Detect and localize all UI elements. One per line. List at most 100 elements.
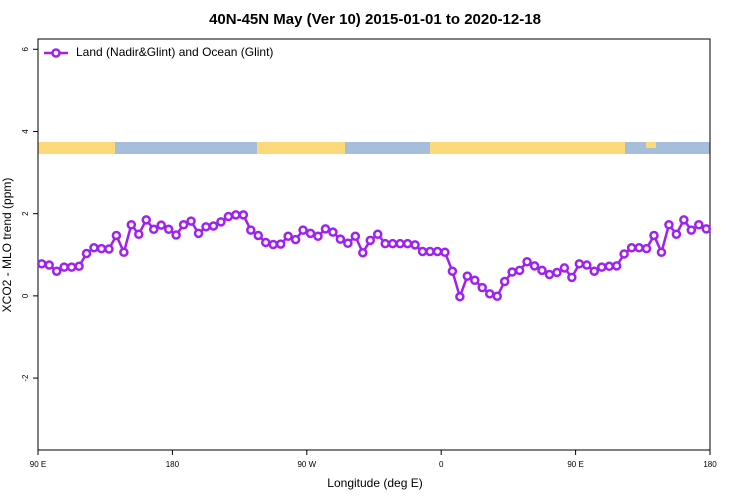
data-point xyxy=(268,239,278,250)
data-point xyxy=(156,220,166,230)
data-point xyxy=(664,220,674,230)
y-tick-label: -2 xyxy=(21,374,30,382)
y-tick-label: 6 xyxy=(21,47,30,52)
data-point xyxy=(372,229,383,239)
data-point xyxy=(634,243,644,253)
data-point xyxy=(298,225,308,235)
data-point xyxy=(626,243,637,253)
data-point xyxy=(567,272,577,283)
data-point xyxy=(582,260,592,270)
land-ocean-strip xyxy=(38,142,710,154)
data-point xyxy=(51,266,62,276)
data-point xyxy=(74,261,84,272)
data-point xyxy=(126,220,137,230)
data-point xyxy=(208,221,219,231)
data-point xyxy=(216,217,226,227)
data-point xyxy=(111,230,122,241)
data-point xyxy=(641,243,652,254)
data-point xyxy=(432,246,443,257)
data-point xyxy=(290,234,301,245)
data-point xyxy=(656,247,667,258)
data-point xyxy=(619,249,629,259)
y-axis-label: XCO2 - MLO trend (ppm) xyxy=(0,178,14,313)
data-point xyxy=(410,240,420,250)
x-tick-label: 0 xyxy=(439,460,444,469)
x-tick-label: 180 xyxy=(703,460,717,469)
data-point xyxy=(201,222,211,232)
data-point xyxy=(462,271,473,281)
data-point xyxy=(499,276,510,287)
data-point xyxy=(589,266,600,276)
data-point xyxy=(305,228,316,239)
data-point xyxy=(350,231,361,242)
data-point xyxy=(522,257,532,267)
data-point xyxy=(283,231,293,242)
y-tick-label: 2 xyxy=(21,211,30,216)
x-tick-label: 90 E xyxy=(567,460,583,469)
data-point xyxy=(328,227,338,237)
data-point xyxy=(686,225,697,235)
data-point xyxy=(425,246,435,257)
data-point xyxy=(313,231,323,242)
x-tick-label: 90 E xyxy=(30,460,46,469)
data-point xyxy=(604,261,614,272)
data-point xyxy=(44,260,54,270)
data-point xyxy=(36,259,47,269)
data-point xyxy=(104,244,114,254)
data-point xyxy=(186,216,196,226)
data-point xyxy=(552,267,562,278)
y-tick-label: 4 xyxy=(21,129,30,134)
legend-label: Land (Nadir&Glint) and Ocean (Glint) xyxy=(76,45,273,59)
data-point xyxy=(358,247,368,258)
data-point xyxy=(537,265,547,276)
data-point xyxy=(119,247,129,258)
legend-marker xyxy=(51,48,61,58)
data-point xyxy=(275,239,286,249)
data-point xyxy=(694,220,704,230)
data-point xyxy=(260,237,271,248)
data-point xyxy=(679,215,689,225)
data-point xyxy=(134,229,144,239)
data-point xyxy=(492,291,502,302)
plot-frame xyxy=(37,38,711,451)
data-point xyxy=(477,282,488,293)
data-point xyxy=(253,230,264,241)
data-point xyxy=(455,291,465,302)
y-tick-label: 0 xyxy=(21,293,30,298)
data-point xyxy=(163,224,174,235)
data-point xyxy=(171,230,181,240)
data-point xyxy=(649,230,659,241)
data-point xyxy=(231,210,241,220)
data-point xyxy=(246,225,256,235)
data-point xyxy=(335,234,346,244)
data-point xyxy=(574,259,585,269)
data-point xyxy=(559,263,570,273)
data-point xyxy=(380,238,390,249)
data-point xyxy=(440,247,450,258)
data-point xyxy=(343,238,353,249)
data-point xyxy=(671,229,682,239)
data-point xyxy=(514,265,525,276)
data-point xyxy=(596,262,607,272)
x-tick-label: 90 W xyxy=(297,460,316,469)
data-point xyxy=(81,248,92,259)
data-point xyxy=(365,235,376,246)
data-point xyxy=(178,220,189,230)
data-point xyxy=(320,224,331,234)
x-tick-label: 180 xyxy=(166,460,180,469)
data-point xyxy=(447,266,458,276)
x-axis-label: Longitude (deg E) xyxy=(327,476,422,490)
data-point xyxy=(193,228,204,239)
data-point xyxy=(89,243,99,253)
data-point xyxy=(417,246,428,257)
data-point xyxy=(148,224,159,235)
series-line xyxy=(41,213,707,301)
data-point xyxy=(59,262,69,272)
data-point xyxy=(544,269,555,280)
data-point xyxy=(395,238,405,249)
data-point xyxy=(701,224,712,234)
data-point xyxy=(507,267,517,277)
data-point xyxy=(611,261,622,271)
